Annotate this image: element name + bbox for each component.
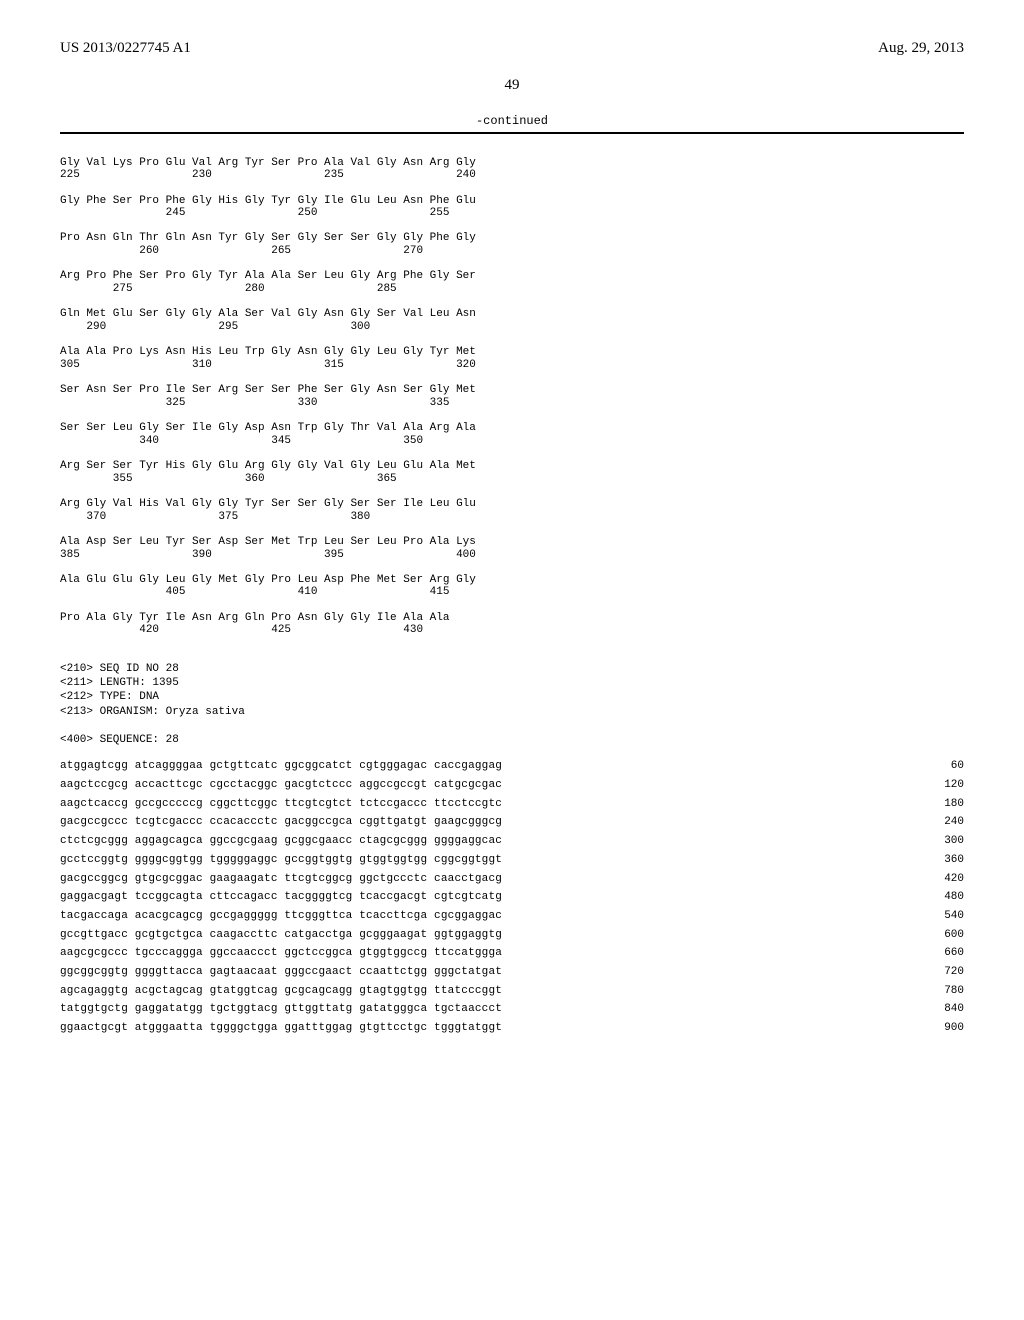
dna-row: ggaactgcgt atgggaatta tggggctgga ggatttg…: [60, 1019, 964, 1038]
dna-sequence-text: gcctccggtg ggggcggtgg tgggggaggc gccggtg…: [60, 851, 502, 870]
dna-row: aagctcaccg gccgcccccg cggcttcggc ttcgtcg…: [60, 795, 964, 814]
dna-sequence-text: gacgccgccc tcgtcgaccc ccacaccctc gacggcc…: [60, 813, 502, 832]
dna-sequence-text: gccgttgacc gcgtgctgca caagaccttc catgacc…: [60, 926, 502, 945]
dna-sequence-text: gacgccggcg gtgcgcggac gaagaagatc ttcgtcg…: [60, 870, 502, 889]
dna-sequence-text: aagcgcgccc tgcccaggga ggccaaccct ggctccg…: [60, 944, 502, 963]
pub-number: US 2013/0227745 A1: [60, 40, 191, 57]
dna-sequence-text: ctctcgcggg aggagcagca ggccgcgaag gcggcga…: [60, 832, 502, 851]
dna-sequence-text: ggaactgcgt atgggaatta tggggctgga ggatttg…: [60, 1019, 502, 1038]
sequence-metadata: <210> SEQ ID NO 28 <211> LENGTH: 1395 <2…: [60, 662, 964, 748]
dna-row: gacgccggcg gtgcgcggac gaagaagatc ttcgtcg…: [60, 870, 964, 889]
dna-row: tacgaccaga acacgcagcg gccgaggggg ttcgggt…: [60, 907, 964, 926]
dna-position-number: 120: [924, 776, 964, 795]
dna-sequence-text: aagctccgcg accacttcgc cgcctacggc gacgtct…: [60, 776, 502, 795]
protein-sequence-block: Gly Val Lys Pro Glu Val Arg Tyr Ser Pro …: [60, 144, 964, 650]
dna-row: ggcggcggtg ggggttacca gagtaacaat gggccga…: [60, 963, 964, 982]
dna-row: aagctccgcg accacttcgc cgcctacggc gacgtct…: [60, 776, 964, 795]
dna-position-number: 540: [924, 907, 964, 926]
dna-sequence-text: gaggacgagt tccggcagta cttccagacc tacgggg…: [60, 888, 502, 907]
page-header: US 2013/0227745 A1 Aug. 29, 2013: [60, 40, 964, 57]
dna-sequence-text: tatggtgctg gaggatatgg tgctggtacg gttggtt…: [60, 1000, 502, 1019]
dna-row: tatggtgctg gaggatatgg tgctggtacg gttggtt…: [60, 1000, 964, 1019]
dna-position-number: 780: [924, 982, 964, 1001]
page-number: 49: [60, 77, 964, 94]
dna-sequence-block: atggagtcgg atcaggggaa gctgttcatc ggcggca…: [60, 757, 964, 1037]
dna-position-number: 720: [924, 963, 964, 982]
dna-position-number: 840: [924, 1000, 964, 1019]
dna-sequence-text: aagctcaccg gccgcccccg cggcttcggc ttcgtcg…: [60, 795, 502, 814]
dna-position-number: 600: [924, 926, 964, 945]
dna-position-number: 420: [924, 870, 964, 889]
dna-row: gaggacgagt tccggcagta cttccagacc tacgggg…: [60, 888, 964, 907]
page-container: US 2013/0227745 A1 Aug. 29, 2013 49 -con…: [0, 0, 1024, 1320]
dna-row: gcctccggtg ggggcggtgg tgggggaggc gccggtg…: [60, 851, 964, 870]
dna-position-number: 900: [924, 1019, 964, 1038]
dna-sequence-text: agcagaggtg acgctagcag gtatggtcag gcgcagc…: [60, 982, 502, 1001]
dna-row: gacgccgccc tcgtcgaccc ccacaccctc gacggcc…: [60, 813, 964, 832]
dna-position-number: 300: [924, 832, 964, 851]
dna-position-number: 60: [924, 757, 964, 776]
dna-sequence-text: atggagtcgg atcaggggaa gctgttcatc ggcggca…: [60, 757, 502, 776]
dna-sequence-text: tacgaccaga acacgcagcg gccgaggggg ttcgggt…: [60, 907, 502, 926]
dna-position-number: 180: [924, 795, 964, 814]
dna-position-number: 240: [924, 813, 964, 832]
dna-position-number: 360: [924, 851, 964, 870]
continued-label: -continued: [60, 114, 964, 128]
top-rule: [60, 132, 964, 134]
dna-row: gccgttgacc gcgtgctgca caagaccttc catgacc…: [60, 926, 964, 945]
dna-row: agcagaggtg acgctagcag gtatggtcag gcgcagc…: [60, 982, 964, 1001]
dna-sequence-text: ggcggcggtg ggggttacca gagtaacaat gggccga…: [60, 963, 502, 982]
dna-position-number: 660: [924, 944, 964, 963]
dna-position-number: 480: [924, 888, 964, 907]
dna-row: ctctcgcggg aggagcagca ggccgcgaag gcggcga…: [60, 832, 964, 851]
dna-row: aagcgcgccc tgcccaggga ggccaaccct ggctccg…: [60, 944, 964, 963]
dna-row: atggagtcgg atcaggggaa gctgttcatc ggcggca…: [60, 757, 964, 776]
pub-date: Aug. 29, 2013: [878, 40, 964, 57]
